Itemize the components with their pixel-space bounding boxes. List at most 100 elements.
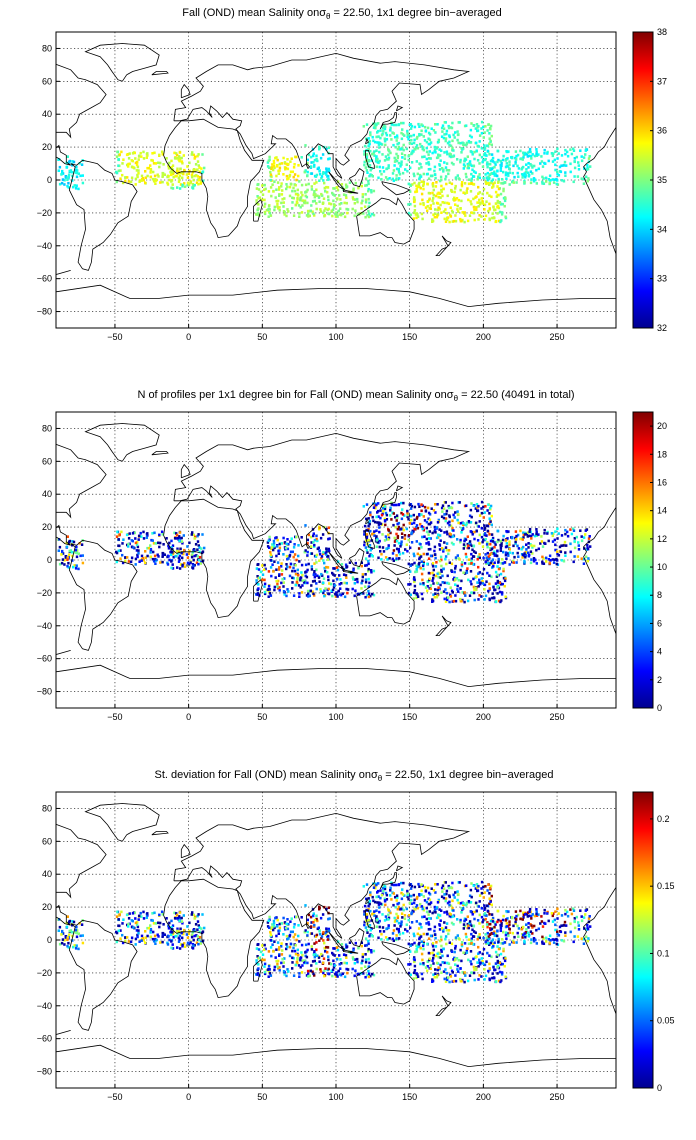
data-cell: [77, 552, 80, 555]
data-cell: [382, 170, 386, 173]
data-cell: [311, 970, 314, 974]
data-cell: [263, 970, 267, 974]
data-cell: [372, 139, 375, 143]
data-cell: [423, 505, 427, 509]
data-cell: [477, 218, 480, 221]
data-cell: [352, 957, 355, 961]
data-cell: [413, 591, 416, 595]
data-cell: [285, 187, 288, 191]
data-cell: [502, 196, 506, 200]
data-cell: [322, 171, 325, 174]
data-cell: [310, 541, 313, 544]
data-cell: [437, 898, 440, 902]
data-cell: [375, 155, 378, 158]
data-cell: [413, 138, 416, 142]
data-cell: [71, 179, 74, 182]
data-cell: [435, 561, 438, 564]
data-cell: [449, 153, 452, 156]
data-cell: [483, 152, 487, 155]
data-cell: [280, 953, 284, 956]
data-cell: [467, 938, 471, 941]
data-cell: [173, 911, 176, 915]
data-cell: [65, 541, 68, 545]
data-cell: [421, 527, 424, 531]
data-cell: [171, 551, 174, 554]
data-cell: [421, 504, 424, 508]
data-cell: [502, 550, 505, 554]
data-cell: [408, 123, 411, 126]
data-cell: [258, 196, 262, 199]
data-cell: [438, 543, 441, 546]
data-cell: [466, 567, 469, 570]
salinity-mean-data: [57, 120, 592, 224]
data-cell: [315, 967, 318, 971]
data-cell: [328, 537, 331, 540]
data-cell: [560, 544, 563, 547]
data-cell: [285, 183, 288, 186]
data-cell: [481, 925, 485, 928]
data-cell: [500, 542, 503, 545]
data-cell: [404, 928, 407, 931]
data-cell: [327, 195, 330, 198]
salinity-mean-title: Fall (OND) mean Salinity onσθ = 22.50, 1…: [182, 7, 501, 21]
data-cell: [367, 592, 371, 596]
data-cell: [375, 165, 378, 169]
data-cell: [319, 536, 323, 540]
data-cell: [336, 948, 340, 952]
data-cell: [421, 198, 424, 202]
data-cell: [315, 962, 318, 965]
data-cell: [384, 131, 388, 135]
data-cell: [290, 537, 293, 540]
data-cell: [447, 932, 450, 936]
data-cell: [376, 521, 379, 524]
data-cell: [519, 157, 522, 161]
data-cell: [483, 526, 487, 530]
data-cell: [323, 969, 326, 972]
data-cell: [444, 546, 448, 549]
data-cell: [256, 183, 259, 186]
data-cell: [181, 943, 184, 947]
data-cell: [278, 209, 281, 212]
data-cell: [291, 576, 294, 580]
data-cell: [304, 563, 308, 567]
data-cell: [548, 562, 551, 565]
data-cell: [383, 127, 387, 131]
data-cell: [522, 536, 525, 539]
data-cell: [447, 124, 450, 128]
data-cell: [488, 132, 491, 135]
data-cell: [133, 151, 136, 155]
data-cell: [149, 544, 152, 547]
data-cell: [414, 146, 418, 149]
data-cell: [375, 135, 378, 139]
data-cell: [442, 928, 445, 932]
data-cell: [325, 927, 328, 930]
data-cell: [548, 554, 552, 558]
data-cell: [487, 209, 490, 213]
data-cell: [305, 195, 309, 199]
data-cell: [490, 903, 493, 907]
data-cell: [508, 563, 511, 566]
data-cell: [278, 969, 281, 972]
data-cell: [192, 913, 195, 917]
data-cell: [318, 960, 321, 963]
data-cell: [175, 537, 178, 540]
data-cell: [367, 965, 370, 968]
x-tick-label: 250: [550, 332, 565, 342]
data-cell: [507, 530, 510, 533]
data-cell: [431, 220, 434, 223]
data-cell: [418, 513, 421, 516]
data-cell: [333, 204, 336, 207]
data-cell: [77, 567, 80, 571]
data-cell: [397, 141, 401, 145]
x-tick-label: 150: [402, 332, 417, 342]
data-cell: [444, 208, 447, 211]
data-cell: [375, 545, 378, 549]
data-cell: [450, 886, 454, 890]
data-cell: [263, 183, 266, 187]
data-cell: [465, 935, 468, 939]
data-cell: [545, 176, 548, 180]
data-cell: [500, 181, 503, 185]
data-cell: [60, 941, 64, 945]
data-cell: [410, 522, 413, 525]
data-cell: [473, 588, 476, 591]
